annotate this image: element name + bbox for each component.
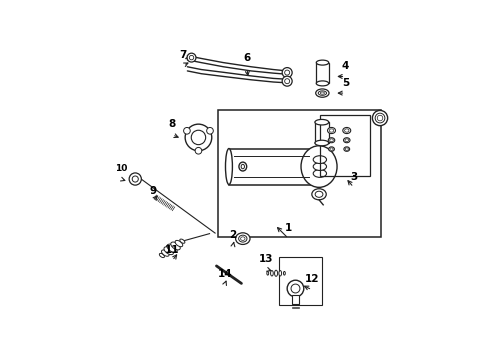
- Circle shape: [282, 68, 292, 77]
- Ellipse shape: [267, 271, 269, 275]
- Circle shape: [207, 127, 213, 134]
- Ellipse shape: [239, 235, 247, 242]
- Ellipse shape: [315, 140, 329, 146]
- Circle shape: [285, 70, 290, 75]
- Circle shape: [129, 173, 141, 185]
- Ellipse shape: [316, 81, 329, 86]
- Ellipse shape: [241, 237, 245, 240]
- Ellipse shape: [171, 242, 180, 250]
- Ellipse shape: [274, 270, 278, 276]
- Ellipse shape: [343, 127, 351, 134]
- Text: 3: 3: [350, 172, 357, 182]
- Ellipse shape: [159, 253, 165, 258]
- Ellipse shape: [241, 164, 245, 169]
- Ellipse shape: [284, 271, 285, 275]
- Ellipse shape: [164, 247, 173, 255]
- Text: 6: 6: [244, 53, 250, 63]
- Bar: [315, 122, 329, 143]
- Text: 8: 8: [169, 119, 176, 129]
- Text: 12: 12: [305, 274, 319, 284]
- Ellipse shape: [330, 139, 333, 141]
- Ellipse shape: [239, 162, 246, 171]
- Ellipse shape: [175, 240, 183, 247]
- Ellipse shape: [318, 91, 326, 95]
- Ellipse shape: [343, 138, 350, 143]
- Bar: [316, 63, 329, 84]
- Circle shape: [282, 76, 292, 86]
- Ellipse shape: [313, 156, 326, 163]
- Circle shape: [187, 53, 196, 62]
- Ellipse shape: [345, 148, 348, 150]
- Text: 2: 2: [229, 230, 237, 240]
- Text: 13: 13: [259, 253, 273, 264]
- Text: 1: 1: [285, 223, 292, 233]
- Text: 14: 14: [218, 269, 232, 279]
- Ellipse shape: [328, 138, 335, 143]
- Bar: [229, 149, 312, 185]
- Ellipse shape: [315, 120, 329, 125]
- Ellipse shape: [329, 147, 334, 151]
- Ellipse shape: [312, 189, 326, 200]
- Ellipse shape: [330, 148, 333, 150]
- Ellipse shape: [372, 111, 388, 126]
- Text: 7: 7: [179, 50, 187, 60]
- Ellipse shape: [375, 113, 385, 123]
- Ellipse shape: [225, 149, 232, 185]
- Ellipse shape: [313, 163, 326, 170]
- Circle shape: [185, 124, 212, 151]
- Ellipse shape: [236, 233, 250, 244]
- Text: 4: 4: [342, 61, 349, 71]
- Bar: [320, 115, 370, 176]
- Ellipse shape: [345, 139, 348, 141]
- Circle shape: [191, 130, 206, 145]
- Bar: [292, 296, 299, 304]
- Ellipse shape: [180, 239, 185, 243]
- Circle shape: [287, 280, 304, 297]
- Ellipse shape: [316, 60, 329, 65]
- Ellipse shape: [344, 147, 350, 151]
- Ellipse shape: [270, 271, 273, 276]
- Ellipse shape: [377, 115, 383, 121]
- Ellipse shape: [279, 271, 282, 276]
- Ellipse shape: [162, 250, 169, 256]
- Ellipse shape: [329, 129, 334, 132]
- Ellipse shape: [301, 146, 337, 187]
- Bar: [279, 257, 322, 305]
- Circle shape: [195, 148, 202, 154]
- Bar: [218, 110, 381, 237]
- Circle shape: [184, 127, 190, 134]
- Ellipse shape: [320, 92, 324, 94]
- Ellipse shape: [167, 244, 177, 253]
- Ellipse shape: [327, 127, 336, 134]
- Ellipse shape: [316, 89, 329, 97]
- Circle shape: [132, 176, 138, 182]
- Text: 9: 9: [149, 186, 156, 195]
- Ellipse shape: [315, 191, 323, 197]
- Circle shape: [291, 284, 300, 293]
- Ellipse shape: [313, 170, 326, 177]
- Text: 5: 5: [342, 77, 349, 87]
- Ellipse shape: [344, 129, 349, 132]
- Text: 10: 10: [115, 165, 127, 174]
- Text: 11: 11: [165, 245, 179, 255]
- Circle shape: [285, 79, 290, 84]
- Circle shape: [189, 55, 194, 60]
